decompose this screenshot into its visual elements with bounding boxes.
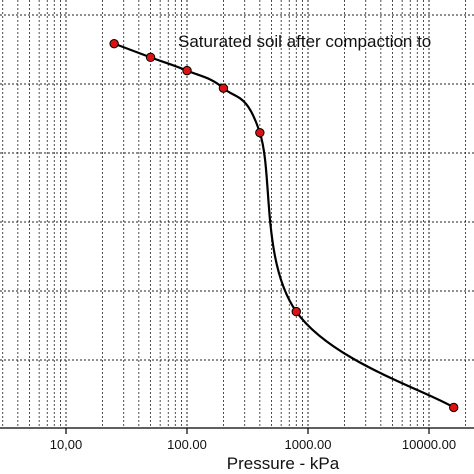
x-ticks xyxy=(65,428,430,434)
x-axis-title: Pressure - kPa xyxy=(227,454,340,473)
data-point xyxy=(291,306,301,317)
data-points xyxy=(109,38,459,413)
data-point xyxy=(448,402,459,413)
data-curve xyxy=(113,42,455,409)
data-point xyxy=(255,127,265,138)
x-tick-labels: 10,00 100.00 1000.00 10000.00 xyxy=(50,437,456,452)
x-tick-label: 100.00 xyxy=(167,437,207,452)
annotation-label: Saturated soil after compaction to xyxy=(178,32,431,51)
data-point xyxy=(182,65,192,76)
data-point xyxy=(218,83,229,93)
x-tick-label: 10,00 xyxy=(50,437,83,452)
x-tick-label: 10000.00 xyxy=(402,437,456,452)
data-point xyxy=(145,52,156,63)
x-tick-label: 1000.00 xyxy=(285,437,332,452)
grid xyxy=(0,0,474,428)
data-point xyxy=(109,38,119,49)
